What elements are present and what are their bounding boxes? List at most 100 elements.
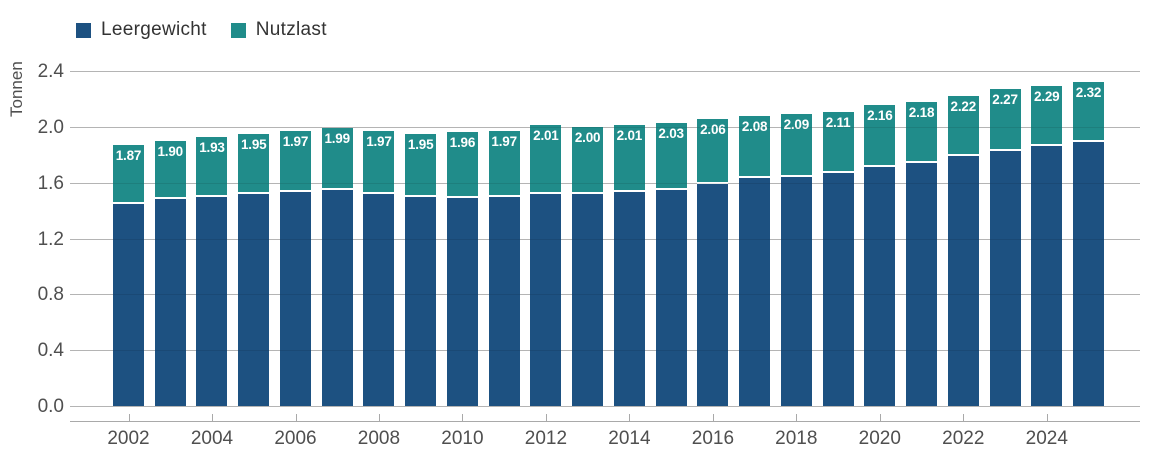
bar-total-label: 1.97: [491, 134, 517, 149]
y-tick-label: 0.0: [37, 396, 64, 417]
y-tick-label: 0.8: [37, 284, 64, 305]
bar-segment-nutzlast: [613, 125, 645, 191]
y-gridline: [70, 183, 1140, 184]
bar-total-label: 2.32: [1075, 85, 1102, 101]
x-tick-label: 2016: [691, 428, 735, 449]
bar-segment-leergewicht: [1073, 142, 1105, 406]
y-tick-label: 1.2: [37, 229, 64, 250]
bar-2018: 2.09: [780, 114, 812, 406]
bar-total-label: 2.22: [950, 99, 977, 115]
bar-2025: 2.32: [1073, 82, 1105, 406]
x-tick: [128, 414, 130, 421]
segment-divider: [238, 191, 270, 194]
bar-segment-nutzlast: [530, 125, 562, 192]
x-tick: [712, 414, 714, 421]
segment-divider: [906, 161, 938, 164]
bar-segment-nutzlast: [488, 131, 520, 195]
y-tick-label: 1.6: [37, 173, 64, 194]
bar-segment-nutzlast: [279, 131, 311, 191]
bar-segment-nutzlast: [906, 101, 938, 162]
y-gridline: [70, 294, 1140, 295]
segment-divider: [113, 201, 144, 204]
bar-segment-leergewicht: [906, 163, 938, 406]
bar-segment-leergewicht: [405, 196, 437, 406]
y-gridline-overlay: [70, 71, 1140, 72]
y-gridline-overlay: [70, 406, 1140, 407]
bar-2017: 2.08: [739, 115, 771, 406]
bar-2021: 2.18: [906, 101, 938, 406]
bar-segment-leergewicht: [739, 178, 771, 406]
x-tick-label: 2012: [524, 428, 568, 449]
segment-divider: [613, 190, 645, 193]
x-tick-label: 2020: [858, 428, 901, 449]
y-gridline: [70, 406, 1140, 407]
y-gridline: [70, 350, 1140, 351]
bar-segment-nutzlast: [363, 131, 395, 192]
segment-divider: [1031, 144, 1063, 147]
bar-total-label: 2.01: [533, 128, 559, 144]
x-tick-label: 2022: [942, 428, 985, 449]
y-gridline: [70, 71, 1140, 72]
x-tick: [462, 414, 464, 421]
bar-total-label: 1.87: [115, 148, 142, 163]
bar-segment-leergewicht: [780, 177, 812, 406]
bar-2013: 2.00: [572, 126, 604, 406]
segment-divider: [363, 191, 395, 194]
bar-segment-leergewicht: [697, 184, 729, 406]
legend-label-leergewicht: Leergewicht: [101, 19, 207, 40]
segment-divider: [655, 187, 687, 190]
bar-segment-nutzlast: [196, 136, 228, 195]
bar-total-label: 1.95: [407, 136, 434, 152]
bar-total-label: 2.27: [992, 92, 1018, 108]
bar-total-label: 2.06: [700, 121, 726, 137]
bar-2012: 2.01: [530, 125, 562, 406]
segment-divider: [530, 191, 562, 194]
segment-divider: [697, 182, 729, 185]
bar-segment-nutzlast: [446, 132, 478, 196]
bar-segment-leergewicht: [488, 196, 520, 406]
x-axis-line: [70, 421, 1140, 422]
bar-segment-leergewicht: [1031, 146, 1063, 406]
x-tick: [212, 414, 213, 421]
bar-segment-nutzlast: [572, 126, 604, 192]
bar-2014: 2.01: [613, 125, 645, 406]
bar-segment-leergewicht: [321, 189, 353, 406]
bar-segment-nutzlast: [154, 140, 186, 198]
bar-segment-leergewicht: [822, 172, 854, 406]
bar-segment-nutzlast: [822, 111, 854, 171]
bar-total-label: 2.11: [825, 114, 851, 130]
bar-total-label: 2.29: [1034, 89, 1060, 105]
x-tick-label: 2024: [1025, 428, 1068, 449]
x-tick-label: 2010: [441, 428, 484, 449]
bar-segment-nutzlast: [989, 89, 1021, 149]
bar-segment-nutzlast: [1073, 82, 1105, 141]
x-tick: [545, 414, 547, 421]
leergewicht-swatch-icon: [76, 22, 91, 38]
segment-divider: [405, 194, 437, 197]
bar-2015: 2.03: [655, 122, 687, 406]
segment-divider: [947, 154, 979, 157]
bar-total-label: 1.99: [324, 131, 350, 147]
segment-divider: [780, 175, 812, 178]
bar-2023: 2.27: [989, 89, 1021, 406]
bar-total-label: 1.93: [199, 139, 225, 155]
bar-total-label: 2.09: [783, 117, 810, 133]
legend-label-nutzlast: Nutzlast: [255, 19, 327, 40]
bar-segment-nutzlast: [739, 115, 771, 177]
bar-2010: 1.96: [446, 132, 478, 406]
legend-item-nutzlast: Nutzlast: [230, 19, 327, 41]
y-gridline-overlay: [70, 127, 1140, 128]
bar-2004: 1.93: [196, 136, 228, 406]
y-axis-title: Tonnen: [7, 61, 26, 117]
bar-2024: 2.29: [1031, 86, 1063, 406]
nutzlast-swatch-icon: [230, 22, 246, 38]
bar-2005: 1.95: [238, 133, 270, 406]
bar-2019: 2.11: [822, 111, 854, 406]
x-tick: [629, 414, 631, 421]
x-tick: [879, 414, 881, 421]
x-tick-label: 2014: [608, 428, 651, 449]
bar-segment-leergewicht: [864, 167, 896, 406]
bar-segment-nutzlast: [238, 133, 270, 192]
